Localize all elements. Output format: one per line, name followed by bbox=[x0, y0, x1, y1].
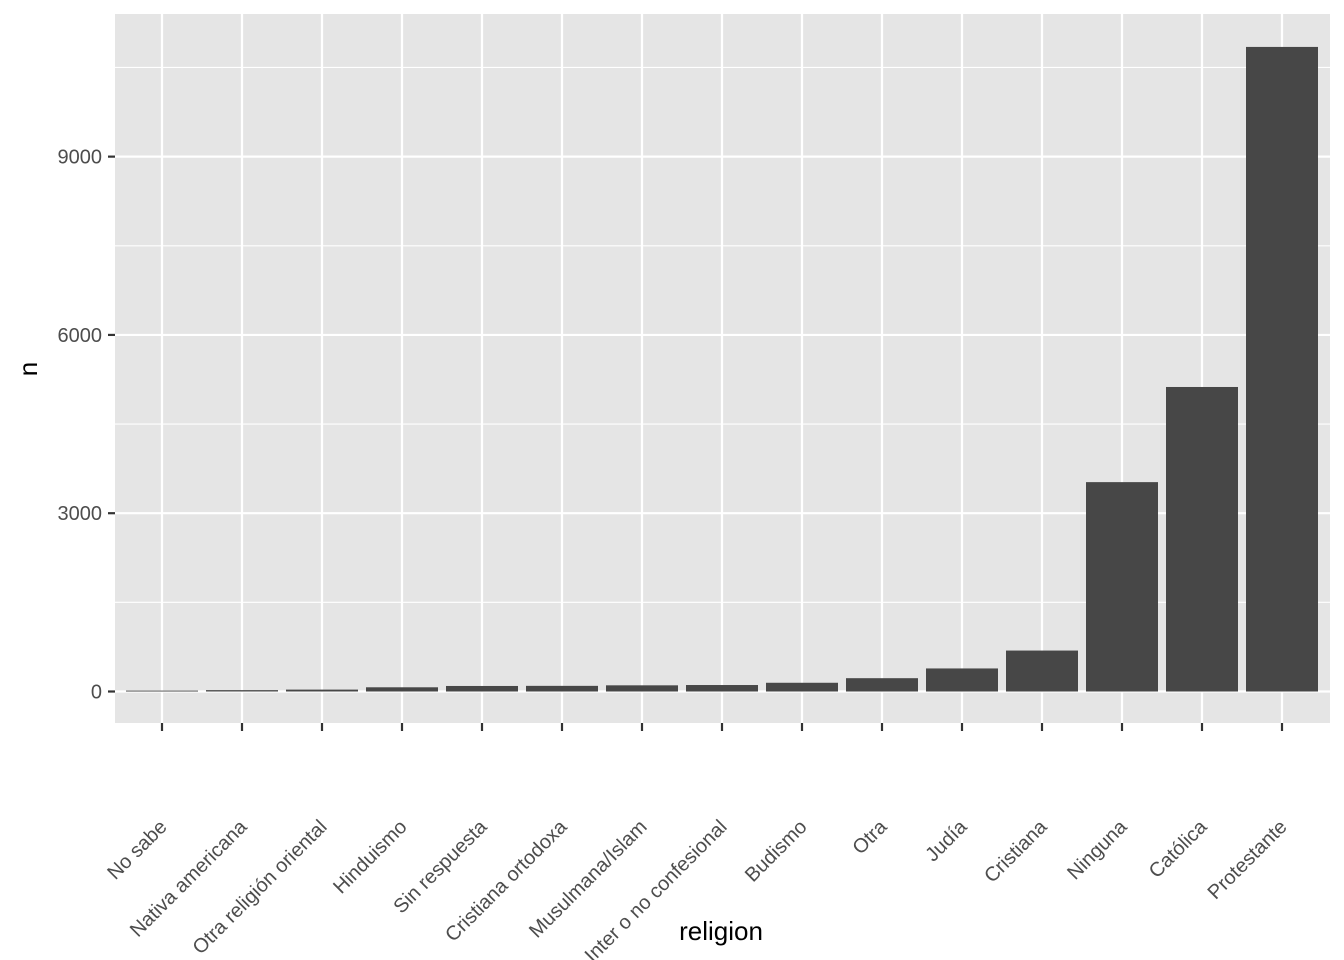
y-tick-label: 0 bbox=[91, 682, 102, 704]
bar bbox=[686, 685, 758, 692]
bar bbox=[1246, 46, 1318, 692]
bar bbox=[286, 689, 358, 692]
bars bbox=[126, 46, 1318, 692]
bar bbox=[846, 678, 918, 692]
bar bbox=[1166, 386, 1238, 692]
bar bbox=[366, 687, 438, 692]
x-tick-label: No sabe bbox=[103, 816, 171, 884]
x-tick-label: Otra religión oriental bbox=[189, 816, 332, 959]
x-tick-label: Católica bbox=[1145, 815, 1212, 882]
x-tick-label: Cristiana bbox=[980, 815, 1052, 887]
x-tick-label: Otra bbox=[848, 815, 892, 859]
x-tick-label: Hinduismo bbox=[329, 816, 411, 898]
bar bbox=[526, 685, 598, 692]
y-tick-label: 6000 bbox=[58, 325, 103, 347]
bar bbox=[606, 685, 678, 692]
x-tick-label: Judía bbox=[921, 815, 972, 866]
bar bbox=[926, 668, 998, 692]
y-tick-label: 9000 bbox=[58, 147, 103, 169]
y-axis: 0 3000 6000 9000 bbox=[58, 147, 115, 704]
x-tick-label: Protestante bbox=[1204, 816, 1292, 904]
bar bbox=[206, 690, 278, 692]
x-tick-label: Budismo bbox=[741, 816, 812, 887]
x-axis-title: religion bbox=[679, 916, 763, 946]
bar bbox=[766, 682, 838, 692]
y-axis-title: n bbox=[13, 362, 43, 376]
x-tick-label: Ninguna bbox=[1063, 815, 1132, 884]
y-tick-label: 3000 bbox=[58, 503, 103, 525]
bar bbox=[1086, 482, 1158, 692]
bar bbox=[126, 690, 198, 692]
grid-lines bbox=[115, 14, 1330, 723]
bar bbox=[1006, 650, 1078, 692]
bar bbox=[446, 685, 518, 692]
